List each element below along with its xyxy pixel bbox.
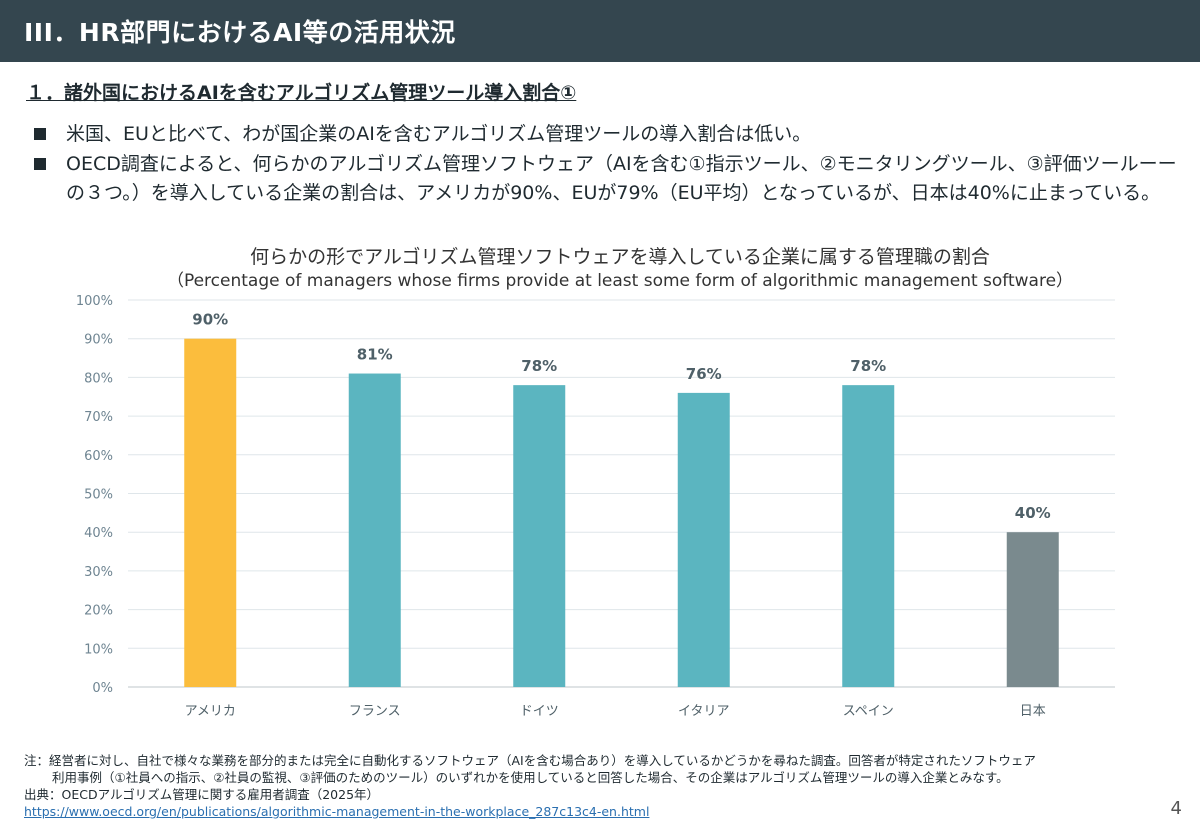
x-tick-label: スペイン [843,704,894,719]
y-tick-label: 10% [84,642,113,657]
page-number: 4 [1170,798,1182,819]
bar-chart: 0% 10% 20% 30% 40% 50% 60% 70% 80% 90% 100% 90% アメリカ… [76,294,1115,719]
square-bullet-icon [34,158,46,170]
x-tick-label: 日本 [1020,704,1046,719]
bullet-item: 米国、EUと比べて、わが国企業のAIを含むアルゴリズム管理ツールの導入割合は低い… [30,120,1180,149]
source-link[interactable]: https://www.oecd.org/en/publications/alg… [24,804,650,819]
x-tick-label: ドイツ [520,704,559,719]
square-bullet-icon [34,128,46,140]
data-label: 78% [850,357,886,375]
y-tick-label: 70% [84,410,113,425]
data-label: 81% [357,346,393,364]
y-tick-label: 30% [84,565,113,580]
x-tick-label: フランス [349,704,401,719]
bullet-list: 米国、EUと比べて、わが国企業のAIを含むアルゴリズム管理ツールの導入割合は低い… [30,120,1180,209]
bullet-text: 米国、EUと比べて、わが国企業のAIを含むアルゴリズム管理ツールの導入割合は低い… [66,123,812,145]
y-tick-label: 80% [84,371,113,386]
footnotes: 注：経営者に対し、自社で様々な業務を部分的または完全に自動化するソフトウェア（A… [24,752,1164,820]
y-tick-label: 50% [84,488,113,503]
bar [1006,532,1059,687]
section-subtitle: １．諸外国におけるAIを含むアルゴリズム管理ツール導入割合① [26,82,577,104]
note-text-continued: 利用事例（①社員への指示、②社員の監視、③評価のためのツール）のいずれかを使用し… [52,770,1009,785]
y-tick-label: 100% [76,294,113,309]
data-label: 40% [1015,504,1051,522]
bar [348,373,401,687]
y-tick-label: 0% [92,681,113,696]
y-tick-label: 60% [84,449,113,464]
x-tick-label: アメリカ [185,704,236,719]
slide-header: III．HR部門におけるAI等の活用状況 [0,0,1200,62]
bullet-item: OECD調査によると、何らかのアルゴリズム管理ソフトウェア（AIを含む①指示ツー… [30,150,1180,208]
bar [513,385,566,687]
y-tick-label: 20% [84,604,113,619]
source-text: 出典：OECDアルゴリズム管理に関する雇用者調査（2025年） [24,787,380,802]
bullet-text: OECD調査によると、何らかのアルゴリズム管理ソフトウェア（AIを含む①指示ツー… [66,153,1177,204]
data-label: 76% [686,365,722,383]
chart-subtitle: （Percentage of managers whose firms prov… [166,271,1074,291]
note-text: 注：経営者に対し、自社で様々な業務を部分的または完全に自動化するソフトウェア（A… [24,753,1036,768]
data-label: 90% [192,311,228,329]
bar [677,392,730,687]
header-title: III．HR部門におけるAI等の活用状況 [24,18,456,47]
data-label: 78% [521,357,557,375]
y-tick-label: 90% [84,333,113,348]
x-tick-label: イタリア [678,704,729,719]
bar [184,338,237,687]
bar [842,385,895,687]
chart-title: 何らかの形でアルゴリズム管理ソフトウェアを導入している企業に属する管理職の割合 [250,246,990,268]
y-tick-label: 40% [84,526,113,541]
